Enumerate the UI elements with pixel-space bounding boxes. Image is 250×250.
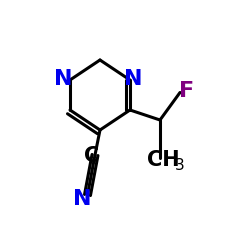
Text: CH: CH	[148, 150, 180, 170]
Text: N: N	[73, 189, 92, 209]
Text: N: N	[54, 69, 73, 89]
Text: F: F	[179, 81, 194, 101]
Text: N: N	[124, 69, 143, 89]
Text: 3: 3	[174, 158, 184, 173]
Text: C: C	[84, 146, 99, 166]
